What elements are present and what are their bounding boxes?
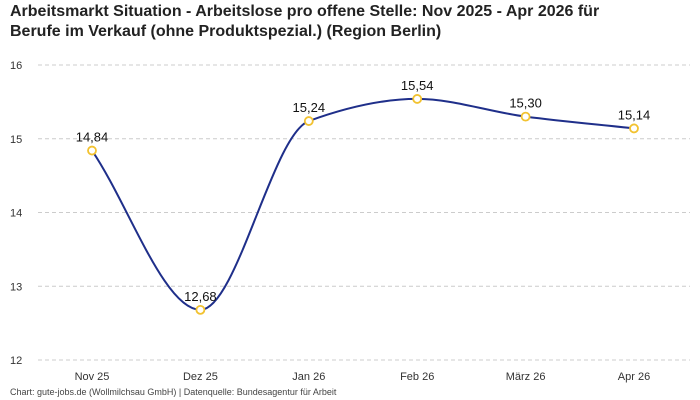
series-group [91,97,635,311]
data-point [303,116,314,126]
x-tick-label: Feb 26 [400,371,434,383]
data-label: 15,54 [401,78,434,93]
x-tick-label: Dez 25 [183,371,218,383]
data-point [195,304,206,315]
data-point [87,145,97,156]
markers-group [87,94,639,315]
y-tick-label: 13 [10,281,22,293]
y-tick-label: 16 [10,60,22,72]
y-tick-label: 15 [10,134,22,146]
y-tick-label: 14 [10,208,22,220]
chart-title-line-1: Arbeitsmarkt Situation - Arbeitslose pro… [10,3,600,20]
data-point [520,111,531,122]
y-axis: 12 13 14 15 16 [10,60,22,367]
x-tick-label: März 26 [506,371,546,383]
data-label: 15,30 [509,96,542,111]
x-tick-label: Nov 25 [75,371,110,383]
chart-title-line-2: Berufe im Verkauf (ohne Produktspezial.)… [10,23,442,40]
data-labels-group: 14,84 12,68 15,24 15,54 15,30 15,14 [76,78,651,304]
x-axis: Nov 25 Dez 25 Jan 26 Feb 26 März 26 Apr 26 [75,371,651,383]
y-tick-label: 12 [10,355,22,367]
gridlines [38,64,690,361]
x-tick-label: Apr 26 [618,371,650,383]
data-point [412,94,423,104]
data-label: 15,14 [618,107,651,122]
data-label: 15,24 [293,100,326,115]
data-label: 14,84 [76,130,109,145]
data-label: 12,68 [184,289,217,304]
chart-footer-source: Chart: gute-jobs.de (Wollmilchsau GmbH) … [10,387,337,397]
x-tick-label: Jan 26 [292,371,325,383]
data-point [629,123,639,134]
series-line [91,97,635,311]
chart-title: Arbeitsmarkt Situation - Arbeitslose pro… [10,2,690,42]
